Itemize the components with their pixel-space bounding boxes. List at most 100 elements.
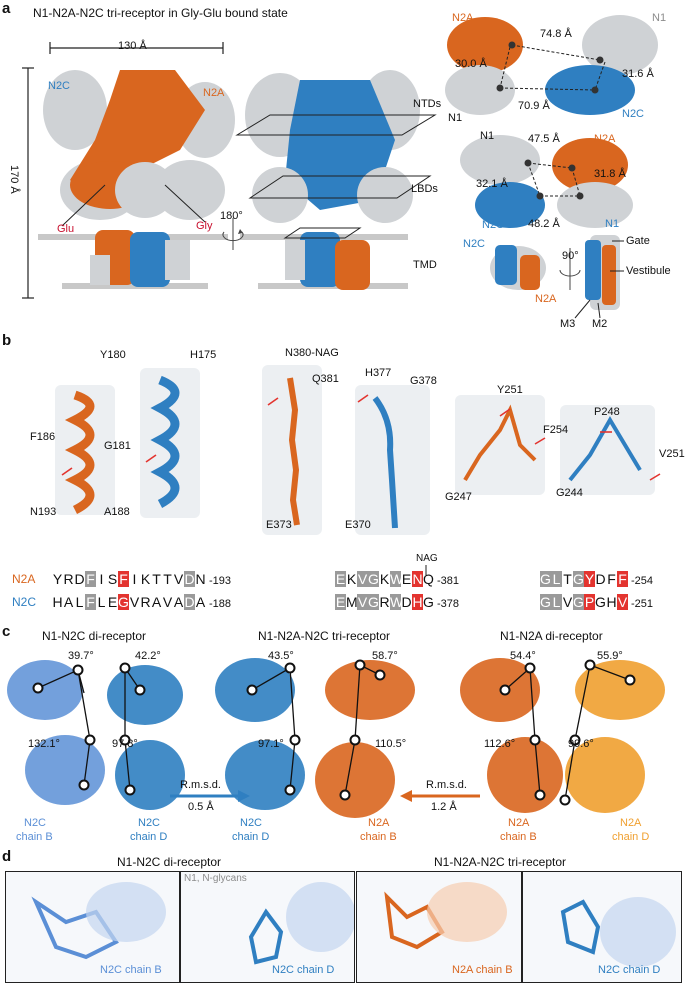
structure-tri <box>215 658 415 818</box>
tmd-views <box>490 235 624 319</box>
label-ntds: NTDs <box>413 98 442 110</box>
rmsd-right-label: R.m.s.d. <box>426 779 467 791</box>
chain-label-right-1b: chain B <box>500 831 537 843</box>
rotate-180-icon <box>222 218 244 250</box>
residue-letter: F <box>617 571 628 587</box>
angle-left-2: 42.2° <box>135 650 161 662</box>
res-n193: N193 <box>30 506 57 518</box>
top-distance-3: 31.6 Å <box>622 68 654 80</box>
detail-box-2 <box>180 871 355 983</box>
panel-c-letter: c <box>2 623 11 640</box>
detail-box-1-label: N2C chain B <box>100 964 162 976</box>
bot-label-n2c: N2C <box>463 238 486 250</box>
residue-letter: I <box>132 571 137 587</box>
res-a188: A188 <box>104 506 130 518</box>
angle-left-1: 39.7° <box>68 650 94 662</box>
residue-letter: G <box>368 571 379 587</box>
label-gate: Gate <box>626 235 650 247</box>
residue-letter: R <box>63 571 74 587</box>
residue-letter: G <box>368 594 379 610</box>
residue-letter: W <box>390 594 404 610</box>
top-view-lbd <box>460 135 633 228</box>
seq-label-n2c: N2C <box>12 595 37 609</box>
residue-letter: W <box>390 571 404 587</box>
strand-n2c <box>355 385 430 535</box>
label-rotation-180: 180° <box>220 210 243 222</box>
residue-letter: G <box>540 594 551 610</box>
seq-block-1-n2c: HA L F L EGVRA V ADA -188 <box>52 594 231 610</box>
residue-letter: L <box>97 594 106 610</box>
rmsd-arrow-left <box>170 790 250 802</box>
res-f254: F254 <box>543 424 569 436</box>
residue-letter: L <box>75 594 84 610</box>
residue-letter: F <box>607 571 616 587</box>
residue-letter: V <box>617 594 628 610</box>
residue-letter: G <box>540 571 551 587</box>
top-distance-1: 74.8 Å <box>540 28 572 40</box>
label-m3: M3 <box>560 318 576 330</box>
residue-letter: E <box>335 571 346 587</box>
residue-letter: S <box>107 571 118 587</box>
angle-mid-2: 58.7° <box>372 650 398 662</box>
residue-letter: G <box>573 571 584 587</box>
detail-box-1 <box>5 871 180 983</box>
detail-box-3 <box>356 871 522 983</box>
angle-mid-1: 43.5° <box>268 650 294 662</box>
strand-n2a <box>262 365 322 535</box>
helix-n2c <box>140 368 200 518</box>
top-label-n2a: N2A <box>452 12 474 24</box>
top-label-n1-bottom: N1 <box>448 112 463 124</box>
density-map-back <box>235 70 437 290</box>
residue-letter: G <box>595 594 606 610</box>
res-h175: H175 <box>190 349 217 361</box>
top-label-n2c: N2C <box>622 108 645 120</box>
residue-letter: E <box>401 571 412 587</box>
residue-number: -188 <box>209 598 232 610</box>
residue-letter: G <box>118 594 129 610</box>
angle-mid-4: 110.5° <box>375 738 407 750</box>
mid-label-n1: N1 <box>480 130 495 142</box>
res-e370: E370 <box>345 519 371 531</box>
bot-label-n1: N1 <box>605 218 620 230</box>
residue-letter: L <box>551 571 562 587</box>
seq-block-3-n2a: G L TGYD F F -254 <box>540 571 653 587</box>
residue-letter: K <box>346 571 357 587</box>
chain-label-right-1a: N2A <box>508 817 530 829</box>
n1-glycans-label: N1, N-glycans <box>184 873 247 884</box>
mid-distance-3: 31.8 Å <box>594 168 626 180</box>
structure-n1-n2c-di <box>7 660 185 810</box>
residue-letter: N <box>412 571 423 587</box>
label-tmd: TMD <box>413 259 437 271</box>
residue-letter: K <box>140 571 151 587</box>
seq-block-2-n2c: EMVGRWDHG -378 <box>335 594 459 610</box>
residue-letter: V <box>562 594 573 610</box>
residue-letter: A <box>151 594 162 610</box>
residue-letter: Y <box>52 571 63 587</box>
seq-label-n2a: N2A <box>12 572 36 586</box>
residue-letter: V <box>357 571 368 587</box>
residue-letter: D <box>401 594 412 610</box>
label-n2a: N2A <box>203 87 225 99</box>
top-distance-4: 70.9 Å <box>518 100 550 112</box>
residue-number: -381 <box>437 575 460 587</box>
detail-box-4-label: N2C chain D <box>598 964 661 976</box>
seq-block-1-n2a: YRD F I S F I K T T VDN -193 <box>52 571 231 587</box>
residue-letter: L <box>551 594 562 610</box>
label-m2: M2 <box>592 318 608 330</box>
res-e373: E373 <box>266 519 292 531</box>
chain-label-right-2a: N2A <box>620 817 642 829</box>
angle-right-3: 112.6° <box>484 738 516 750</box>
residue-letter: Q <box>423 571 434 587</box>
rmsd-right-value: 1.2 Å <box>431 801 457 813</box>
loop-n2c <box>560 405 655 495</box>
angle-mid-3: 97.1° <box>258 738 284 750</box>
residue-letter: Y <box>584 571 595 587</box>
residue-letter: D <box>184 571 195 587</box>
residue-letter: I <box>99 571 104 587</box>
residue-number: -378 <box>437 598 460 610</box>
chain-label-left-1a: N2C <box>24 817 47 829</box>
residue-letter: H <box>52 594 63 610</box>
label-vestibule: Vestibule <box>626 265 671 277</box>
